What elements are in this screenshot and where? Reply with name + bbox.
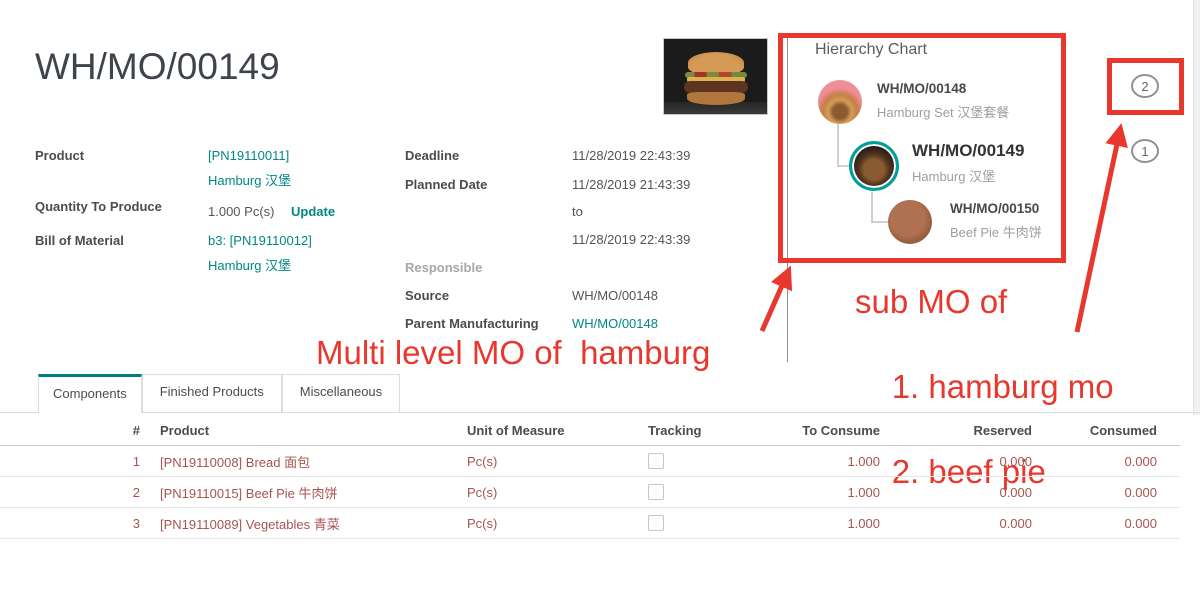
quantity-label: Quantity To Produce [35, 199, 162, 214]
row-reserved: 0.000 [999, 515, 1032, 531]
tracking-checkbox[interactable] [648, 453, 664, 469]
tab-finished-products[interactable]: Finished Products [141, 374, 282, 412]
vertical-scrollbar[interactable] [1193, 0, 1200, 415]
photo-background [664, 102, 767, 114]
row-to-consume: 1.000 [847, 484, 880, 500]
col-header-reserved[interactable]: Reserved [973, 422, 1032, 438]
tab-components[interactable]: Components [38, 374, 142, 413]
hierarchy-node-name: Hamburg 汉堡 [912, 169, 996, 184]
bom-link-name[interactable]: Hamburg 汉堡 [208, 258, 292, 273]
planned-date-from: 11/28/2019 21:43:39 [572, 177, 691, 192]
deadline-label: Deadline [405, 148, 460, 163]
row-uom: Pc(s) [467, 484, 498, 500]
row-to-consume: 1.000 [847, 453, 880, 469]
col-header-product[interactable]: Product [160, 422, 210, 438]
notebook-tabbar: Components Finished Products Miscellaneo… [0, 374, 1200, 413]
row-tracking [627, 453, 767, 469]
tab-miscellaneous[interactable]: Miscellaneous [281, 374, 401, 412]
product-link-name[interactable]: Hamburg 汉堡 [208, 173, 292, 188]
row-uom: Pc(s) [467, 515, 498, 531]
row-product: [PN19110008] Bread 面包 [160, 454, 311, 470]
product-label: Product [35, 148, 85, 163]
bom-link-code[interactable]: b3: [PN19110012] [208, 233, 312, 248]
hierarchy-node-name: Hamburg Set 汉堡套餐 [877, 105, 1010, 120]
table-header-row: # Product Unit of Measure Tracking To Co… [0, 415, 1180, 446]
responsible-label: Responsible [405, 260, 483, 275]
page-title: WH/MO/00149 [35, 46, 280, 87]
burger-bun-top [688, 52, 744, 74]
burger-vegetables [685, 72, 747, 78]
hierarchy-node-code-current[interactable]: WH/MO/00149 [912, 141, 1025, 160]
burger-patty [684, 81, 748, 93]
col-header-uom[interactable]: Unit of Measure [467, 422, 565, 438]
hierarchy-connector [837, 165, 851, 167]
row-consumed: 0.000 [1124, 515, 1157, 531]
hierarchy-highlight-box [778, 33, 1066, 263]
bom-label: Bill of Material [35, 233, 124, 248]
badge-highlight-box [1107, 58, 1184, 115]
table-row[interactable]: 3 [PN19110089] Vegetables 青菜 Pc(s) 1.000… [0, 508, 1180, 539]
hamburg-set-avatar[interactable] [818, 80, 862, 124]
source-label: Source [405, 288, 450, 303]
deadline-value: 11/28/2019 22:43:39 [572, 148, 691, 163]
annotation-sub-line2: 1. hamburg mo [891, 368, 1114, 405]
hierarchy-connector [871, 221, 889, 223]
col-header-to-consume[interactable]: To Consume [802, 422, 880, 438]
arrow-to-hierarchy-icon [759, 265, 793, 333]
annotation-sub-mo: sub MO of 1. hamburg mo 2. beef pie [855, 281, 1114, 494]
update-quantity-button[interactable]: Update [291, 204, 336, 219]
burger-cheese [687, 77, 745, 82]
row-index: 1 [132, 453, 140, 469]
row-consumed: 0.000 [1124, 453, 1157, 469]
planned-date-to-word: to [572, 204, 583, 219]
components-table: # Product Unit of Measure Tracking To Co… [0, 415, 1180, 539]
parent-mo-link[interactable]: WH/MO/00148 [572, 316, 658, 331]
hierarchy-connector [837, 124, 839, 167]
tracking-checkbox[interactable] [648, 484, 664, 500]
table-row[interactable]: 2 [PN19110015] Beef Pie 牛肉饼 Pc(s) 1.000 … [0, 477, 1180, 508]
annotation-sub-line3: 2. beef pie [891, 453, 1046, 490]
row-reserved: 0.000 [999, 484, 1032, 500]
row-index: 2 [132, 484, 140, 500]
product-photo [663, 38, 768, 115]
row-product: [PN19110089] Vegetables 青菜 [160, 516, 340, 532]
row-to-consume: 1.000 [847, 515, 880, 531]
col-header-index[interactable]: # [132, 422, 140, 438]
row-product: [PN19110015] Beef Pie 牛肉饼 [160, 485, 338, 501]
quantity-value: 1.000 Pc(s) [208, 204, 275, 219]
row-tracking [627, 515, 767, 531]
hierarchy-node-name: Beef Pie 牛肉饼 [950, 225, 1042, 240]
table-row[interactable]: 1 [PN19110008] Bread 面包 Pc(s) 1.000 0.00… [0, 446, 1180, 477]
source-value: WH/MO/00148 [572, 288, 658, 303]
product-link-code[interactable]: [PN19110011] [208, 148, 290, 163]
planned-date-label: Planned Date [405, 177, 488, 192]
hierarchy-chart-title: Hierarchy Chart [815, 41, 928, 58]
circled-number-1-icon: 1 [1131, 139, 1159, 163]
planned-date-to: 11/28/2019 22:43:39 [572, 232, 691, 247]
col-header-tracking[interactable]: Tracking [648, 422, 702, 438]
tracking-checkbox[interactable] [648, 515, 664, 531]
column-divider [787, 38, 788, 362]
row-index: 3 [132, 515, 140, 531]
row-tracking [627, 484, 767, 500]
parent-mo-label: Parent Manufacturing [405, 316, 539, 331]
col-header-consumed[interactable]: Consumed [1089, 422, 1157, 438]
annotation-multi-level: Multi level MO of hamburg [316, 334, 711, 371]
annotation-sub-line1: sub MO of [855, 283, 1008, 320]
row-consumed: 0.000 [1124, 484, 1157, 500]
circled-number-2-icon: 2 [1131, 74, 1159, 98]
row-reserved: 0.000 [999, 453, 1032, 469]
row-uom: Pc(s) [467, 453, 498, 469]
beef-pie-avatar[interactable] [888, 200, 932, 244]
hierarchy-connector [871, 192, 873, 223]
burger-bun-bottom [687, 92, 745, 105]
hamburg-current-avatar[interactable] [849, 141, 899, 191]
hierarchy-node-code[interactable]: WH/MO/00150 [950, 201, 1040, 216]
hierarchy-node-code[interactable]: WH/MO/00148 [877, 81, 967, 96]
